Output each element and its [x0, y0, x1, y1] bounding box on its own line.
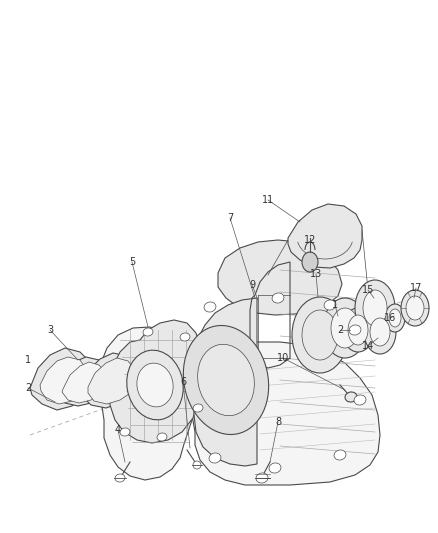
Text: 4: 4 — [115, 425, 121, 435]
Ellipse shape — [184, 326, 268, 434]
Text: 1: 1 — [332, 300, 338, 310]
Ellipse shape — [272, 293, 284, 303]
Ellipse shape — [209, 453, 221, 463]
Polygon shape — [218, 240, 342, 315]
Ellipse shape — [193, 404, 203, 412]
Ellipse shape — [120, 428, 130, 436]
Text: 2: 2 — [25, 383, 31, 393]
Ellipse shape — [324, 300, 336, 310]
Ellipse shape — [180, 333, 190, 341]
Text: 9: 9 — [249, 280, 255, 290]
Ellipse shape — [345, 392, 357, 402]
Ellipse shape — [364, 310, 396, 354]
Text: 3: 3 — [47, 325, 53, 335]
Text: 15: 15 — [362, 285, 374, 295]
Polygon shape — [30, 348, 92, 410]
Ellipse shape — [269, 463, 281, 473]
Text: 7: 7 — [227, 213, 233, 223]
Ellipse shape — [349, 325, 361, 335]
Polygon shape — [288, 204, 362, 268]
Polygon shape — [190, 342, 380, 485]
Text: 5: 5 — [129, 257, 135, 267]
Ellipse shape — [354, 395, 366, 405]
Ellipse shape — [157, 433, 167, 441]
Text: 8: 8 — [275, 417, 281, 427]
Ellipse shape — [292, 297, 348, 373]
Polygon shape — [55, 357, 109, 406]
Ellipse shape — [127, 350, 183, 420]
Ellipse shape — [385, 304, 405, 332]
Text: 14: 14 — [362, 341, 374, 351]
Ellipse shape — [331, 308, 359, 348]
Text: 12: 12 — [304, 235, 316, 245]
Ellipse shape — [302, 310, 338, 360]
Polygon shape — [110, 320, 200, 443]
Ellipse shape — [342, 308, 374, 352]
Ellipse shape — [143, 328, 153, 336]
Text: 17: 17 — [410, 283, 422, 293]
Ellipse shape — [204, 302, 216, 312]
Ellipse shape — [389, 309, 401, 327]
Polygon shape — [194, 298, 257, 466]
Text: 10: 10 — [277, 353, 289, 363]
Ellipse shape — [198, 344, 254, 416]
Text: 11: 11 — [262, 195, 274, 205]
Polygon shape — [80, 353, 138, 408]
Ellipse shape — [401, 290, 429, 326]
Ellipse shape — [334, 450, 346, 460]
Ellipse shape — [193, 461, 201, 469]
Ellipse shape — [363, 290, 387, 326]
Ellipse shape — [370, 318, 390, 346]
Polygon shape — [40, 357, 88, 404]
Polygon shape — [88, 358, 137, 404]
Text: 6: 6 — [180, 377, 186, 387]
Text: 13: 13 — [310, 269, 322, 279]
Ellipse shape — [302, 252, 318, 272]
Polygon shape — [62, 362, 107, 403]
Ellipse shape — [323, 298, 367, 358]
Ellipse shape — [137, 363, 173, 407]
Text: 1: 1 — [25, 355, 31, 365]
Polygon shape — [100, 327, 195, 480]
Ellipse shape — [256, 473, 268, 483]
Text: 16: 16 — [384, 313, 396, 323]
Ellipse shape — [115, 474, 125, 482]
Text: 2: 2 — [337, 325, 343, 335]
Ellipse shape — [355, 280, 395, 336]
Ellipse shape — [406, 296, 424, 320]
Ellipse shape — [348, 315, 368, 345]
